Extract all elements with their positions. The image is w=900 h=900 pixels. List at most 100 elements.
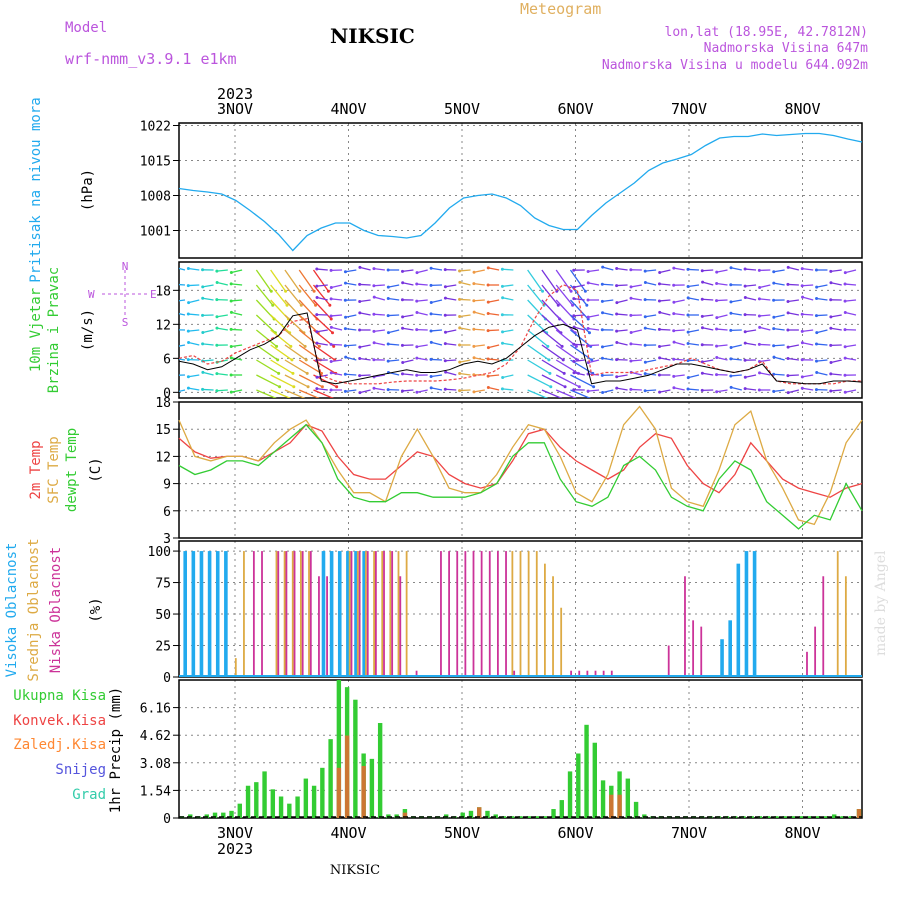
cloud-bar (207, 551, 212, 677)
cloud-bar (337, 551, 342, 677)
wind-barb (569, 299, 589, 320)
wind-barb-head (643, 360, 647, 364)
wind-barb (270, 389, 292, 398)
wind-barb (687, 284, 700, 288)
cloud-bar (594, 670, 597, 677)
cloud-bar (321, 551, 326, 677)
precip-bar (543, 816, 548, 818)
year-top: 2023 (217, 85, 253, 103)
wind-barb-head (304, 358, 308, 362)
wind-barb (459, 281, 471, 286)
wind-barb (459, 327, 471, 331)
wind-barb-head (401, 269, 405, 273)
x-label-bottom: 4NOV (330, 824, 366, 842)
wind-barb-head (556, 303, 560, 307)
wind-barb (298, 269, 315, 292)
wind-barb-head (757, 297, 761, 301)
wind-barb-head (772, 315, 776, 319)
wind-barb (602, 299, 614, 302)
wind-barb-head (601, 311, 605, 315)
x-label-top: 7NOV (671, 100, 707, 118)
wind-barb-head (344, 355, 348, 359)
wind-barb (313, 314, 333, 334)
wind-barb-head (415, 345, 419, 349)
precip-bar (229, 810, 234, 818)
wind-barb-head (672, 312, 676, 316)
wind-barb-head (743, 267, 747, 271)
cloud-bar (552, 576, 554, 677)
wind-barb-head (386, 285, 390, 289)
wind-barb (787, 299, 799, 303)
wind-barb (488, 386, 500, 391)
wind-barb-head (229, 270, 233, 274)
wind-barb-head (501, 375, 505, 379)
meteogram-label: Meteogram (520, 0, 602, 18)
cloud-bar (720, 639, 724, 677)
wind-barb-head (329, 314, 333, 318)
wind-barb (473, 269, 485, 273)
precip-bar (799, 816, 804, 818)
wind-barb (345, 282, 357, 286)
wind-barb (502, 374, 514, 379)
wind-barb (645, 327, 657, 331)
y-tick-label: 25 (155, 640, 171, 655)
wind-barb (331, 314, 343, 317)
wind-barb (316, 329, 328, 333)
wind-barb-head (743, 387, 747, 391)
cloud-bar (374, 551, 377, 677)
wind-barb-head (560, 344, 564, 348)
wind-barb-head (187, 341, 191, 345)
wind-barb-head (829, 269, 833, 273)
y-tick-label: 12 (155, 450, 171, 465)
cloud-bar (293, 551, 296, 677)
wind-barb-head (343, 281, 347, 285)
wind-barb (488, 374, 500, 377)
wind-barb-head (700, 314, 704, 318)
wind-barb (645, 359, 657, 363)
precip-bar (551, 809, 556, 818)
wind-barb (445, 343, 457, 346)
wind-barb-head (472, 282, 476, 286)
wind-barb (830, 359, 842, 364)
wind-barb-head (643, 389, 647, 393)
wind-barb (313, 299, 332, 320)
wind-barb (745, 329, 757, 333)
wind-barb-head (829, 326, 833, 330)
wind-barb (459, 298, 471, 301)
wind-barb (527, 314, 548, 334)
wind-barb (473, 283, 485, 286)
wind-barb (298, 374, 323, 388)
wind-barb-head (814, 268, 818, 272)
cloud-unit: (%) (88, 597, 104, 622)
wind-barb-head (657, 327, 661, 331)
wind-barb-head (386, 268, 390, 272)
wind-barb (502, 342, 514, 346)
wind-barb-head (215, 389, 219, 393)
wind-barb (569, 269, 586, 292)
wind-barb-head (472, 327, 476, 331)
wind-barb (359, 374, 371, 377)
wind-barb (359, 344, 371, 348)
precip-bar (188, 814, 193, 818)
wind-barb (216, 269, 228, 272)
wind-barb-head (201, 285, 205, 289)
wind-title-1: 10m Vjetar (28, 288, 44, 372)
wind-barb (816, 371, 828, 376)
cloud-bar (535, 551, 538, 677)
wind-barb (179, 358, 186, 361)
wind-barb-head (743, 284, 747, 288)
cloud-bar (252, 551, 255, 677)
wind-barb (716, 299, 728, 302)
precip-bar (386, 814, 391, 818)
wind-barb (331, 298, 343, 301)
wind-barb-head (829, 315, 833, 319)
wind-barb (555, 359, 579, 374)
precip-legend-1: Konvek.Kisa (13, 713, 106, 729)
wind-barb (502, 297, 514, 301)
wind-barb-head (786, 345, 790, 349)
cloud-bar (700, 626, 703, 677)
y-tick-label: 0 (163, 386, 171, 401)
wind-barb (188, 313, 200, 316)
wind-barb (202, 359, 214, 362)
precip-bar (526, 816, 531, 818)
